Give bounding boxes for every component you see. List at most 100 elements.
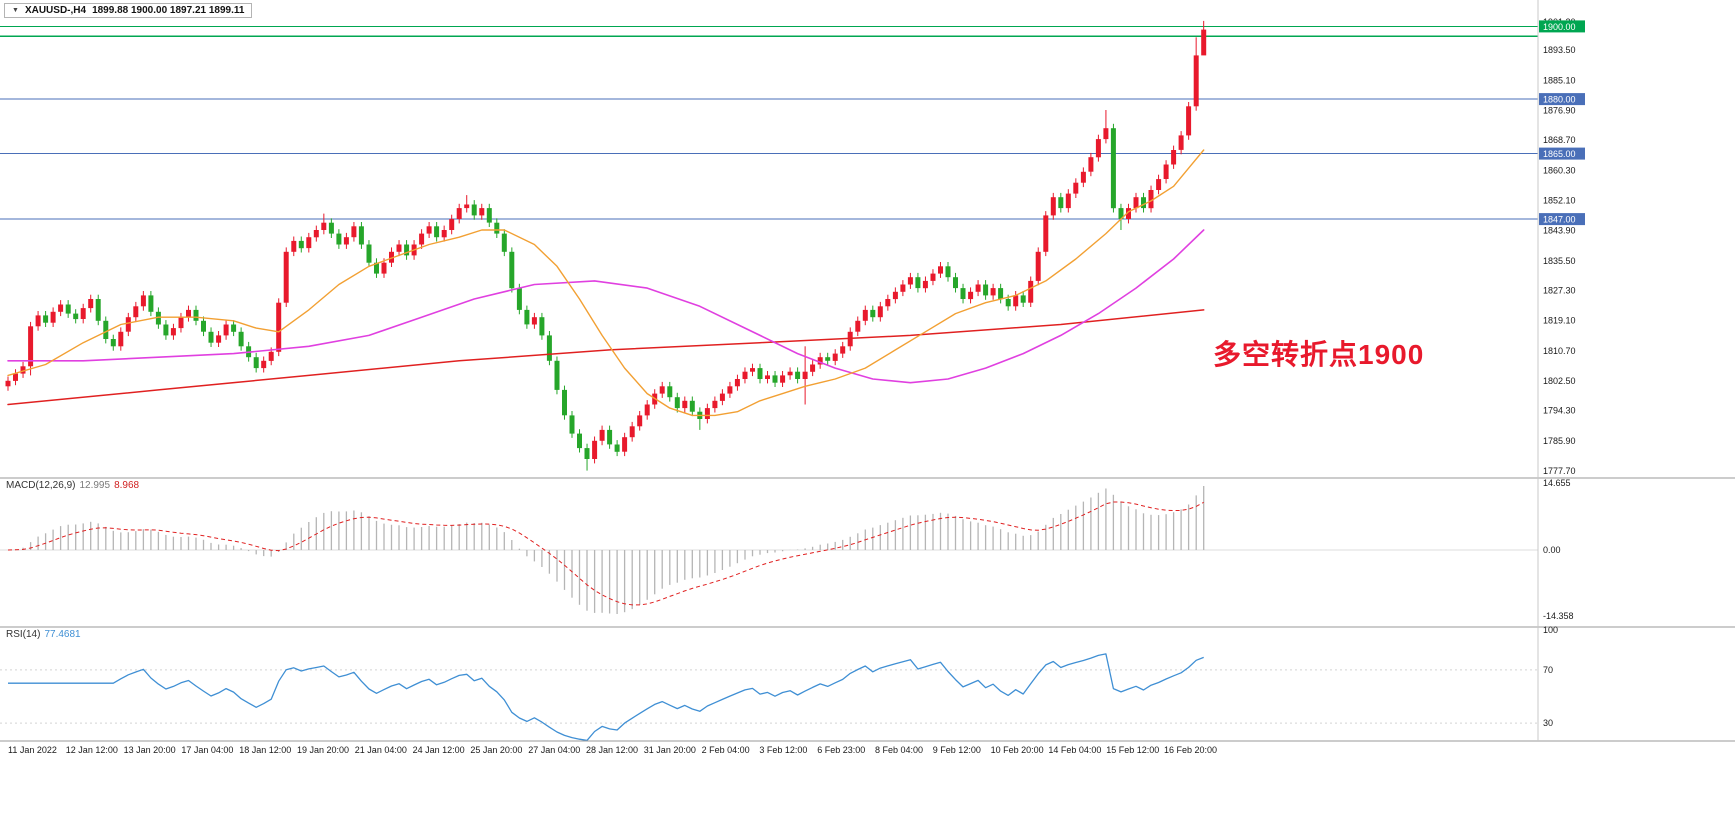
candle-body [471, 204, 477, 216]
candle-body [268, 351, 274, 361]
candle-body [1148, 190, 1154, 209]
candle-body [456, 208, 462, 219]
level-lines-layer[interactable] [0, 25, 1538, 220]
candle-body [983, 284, 989, 296]
time-axis-label: 11 Jan 2022 [8, 745, 57, 755]
candle-body [366, 244, 372, 263]
candle-body [28, 326, 34, 367]
candle-body [1133, 197, 1139, 209]
candle-body [65, 304, 71, 314]
candle-body [1156, 179, 1162, 190]
candle-body [689, 400, 695, 412]
candle-body [103, 320, 109, 339]
time-axis-label: 25 Jan 20:00 [470, 745, 522, 755]
candle-body [577, 433, 582, 449]
price-axis-label: 1794.30 [1543, 406, 1576, 416]
candle-body [930, 273, 936, 281]
price-axis-label: 1852.10 [1543, 196, 1576, 206]
ma-slow-line [7, 309, 1205, 406]
candle-body [133, 306, 139, 318]
candle-body [953, 277, 958, 289]
candle-body [170, 328, 176, 336]
candle-body [968, 291, 974, 300]
rsi-indicator-label: RSI(14) 77.4681 [6, 629, 81, 640]
macd-main-value: 12.995 [79, 480, 111, 491]
candle-body [825, 357, 831, 361]
candle-body [584, 448, 590, 459]
panel-separators[interactable] [0, 0, 1735, 742]
candle-body [1201, 29, 1207, 56]
ma-mid-line [7, 229, 1205, 384]
candle-body [727, 386, 733, 394]
candle-body [306, 237, 312, 249]
candle-body [193, 309, 199, 321]
candle-body [1028, 280, 1034, 303]
candle-body [1088, 157, 1094, 172]
candle-body [674, 397, 680, 409]
candle-body [712, 400, 718, 409]
candle-body [862, 309, 868, 321]
rsi-axis-label: 100 [1543, 625, 1558, 635]
macd-axis-label: 14.655 [1543, 478, 1571, 488]
candle-body [501, 233, 507, 252]
price-axis-label: 1876.90 [1543, 105, 1576, 115]
candle-body [855, 320, 861, 332]
price-badge-label: 1847.00 [1543, 215, 1576, 225]
candle-body [328, 222, 334, 234]
candle-body [524, 309, 530, 325]
candle-body [58, 304, 64, 312]
candle-body [1118, 208, 1124, 219]
candle-body [817, 357, 823, 365]
time-axis-label: 8 Feb 04:00 [875, 745, 923, 755]
time-axis-label: 24 Jan 12:00 [413, 745, 465, 755]
candle-body [494, 222, 500, 234]
macd-axis-label: -14.358 [1543, 611, 1574, 621]
rsi-name: RSI(14) [6, 629, 41, 640]
candle-body [1035, 251, 1041, 281]
candle-body [291, 240, 297, 252]
candle-body [562, 389, 567, 416]
candle-body [644, 404, 650, 416]
price-axis-label: 1810.70 [1543, 346, 1576, 356]
candle-body [313, 230, 319, 238]
candle-body [479, 208, 485, 216]
candle-body [216, 335, 222, 343]
time-axis-label: 18 Jan 12:00 [239, 745, 291, 755]
candle-body [208, 331, 214, 343]
candle-body [629, 426, 635, 438]
candle-body [404, 244, 410, 256]
time-axis-label: 12 Jan 12:00 [66, 745, 118, 755]
candle-body [441, 230, 447, 238]
price-badge-label: 1865.00 [1543, 149, 1576, 159]
candle-body [253, 357, 259, 369]
symbol-info-box[interactable]: ▼ XAUUSD-,H4 1899.88 1900.00 1897.21 189… [4, 3, 253, 18]
candle-body [1163, 164, 1169, 179]
price-axis-label: 1885.10 [1543, 76, 1576, 86]
moving-averages-layer [7, 149, 1205, 417]
candle-body [434, 226, 440, 238]
candle-body [765, 375, 770, 379]
time-axis-label: 3 Feb 12:00 [759, 745, 807, 755]
candle-body [140, 295, 146, 307]
candle-body [516, 288, 522, 310]
chevron-down-icon[interactable]: ▼ [12, 7, 19, 14]
candle-body [945, 266, 951, 278]
candle-body [20, 366, 26, 374]
time-axis-label: 16 Feb 20:00 [1164, 745, 1217, 755]
candle-body [343, 237, 349, 245]
candle-body [148, 295, 154, 312]
candle-body [1193, 55, 1199, 107]
candle-body [163, 324, 169, 336]
candle-body [787, 371, 793, 376]
candle-body [381, 262, 387, 274]
candle-body [201, 320, 206, 332]
candle-body [1110, 128, 1116, 209]
candle-body [118, 331, 124, 347]
candle-body [231, 324, 237, 332]
price-axis-label: 1802.50 [1543, 376, 1576, 386]
candle-body [546, 335, 552, 361]
candle-body [719, 393, 725, 401]
candle-body [396, 244, 402, 252]
